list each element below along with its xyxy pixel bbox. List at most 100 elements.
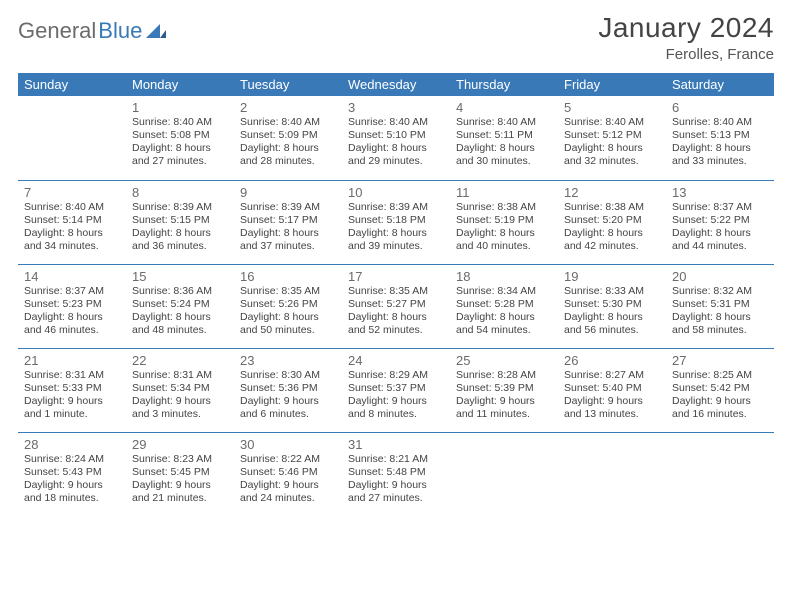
calendar-day-cell: 19Sunrise: 8:33 AMSunset: 5:30 PMDayligh… — [558, 264, 666, 348]
day-info: Sunrise: 8:21 AMSunset: 5:48 PMDaylight:… — [348, 453, 444, 506]
day-info: Sunrise: 8:40 AMSunset: 5:08 PMDaylight:… — [132, 116, 228, 169]
day-info: Sunrise: 8:39 AMSunset: 5:17 PMDaylight:… — [240, 201, 336, 254]
calendar-empty-cell — [450, 432, 558, 516]
calendar-day-cell: 22Sunrise: 8:31 AMSunset: 5:34 PMDayligh… — [126, 348, 234, 432]
title-block: January 2024 Ferolles, France — [598, 12, 774, 63]
day-info: Sunrise: 8:39 AMSunset: 5:18 PMDaylight:… — [348, 201, 444, 254]
day-info: Sunrise: 8:31 AMSunset: 5:33 PMDaylight:… — [24, 369, 120, 422]
day-info: Sunrise: 8:28 AMSunset: 5:39 PMDaylight:… — [456, 369, 552, 422]
calendar-day-cell: 1Sunrise: 8:40 AMSunset: 5:08 PMDaylight… — [126, 96, 234, 180]
calendar-day-cell: 18Sunrise: 8:34 AMSunset: 5:28 PMDayligh… — [450, 264, 558, 348]
day-number: 16 — [240, 269, 336, 284]
weekday-header: Saturday — [666, 73, 774, 96]
calendar-week-row: 1Sunrise: 8:40 AMSunset: 5:08 PMDaylight… — [18, 96, 774, 180]
weekday-header: Thursday — [450, 73, 558, 96]
calendar-day-cell: 29Sunrise: 8:23 AMSunset: 5:45 PMDayligh… — [126, 432, 234, 516]
day-number: 4 — [456, 100, 552, 115]
calendar-day-cell: 9Sunrise: 8:39 AMSunset: 5:17 PMDaylight… — [234, 180, 342, 264]
day-number: 21 — [24, 353, 120, 368]
calendar-day-cell: 31Sunrise: 8:21 AMSunset: 5:48 PMDayligh… — [342, 432, 450, 516]
day-number: 20 — [672, 269, 768, 284]
day-number: 30 — [240, 437, 336, 452]
calendar-page: GeneralBlue January 2024 Ferolles, Franc… — [0, 0, 792, 612]
calendar-day-cell: 15Sunrise: 8:36 AMSunset: 5:24 PMDayligh… — [126, 264, 234, 348]
day-number: 25 — [456, 353, 552, 368]
day-number: 3 — [348, 100, 444, 115]
calendar-day-cell: 27Sunrise: 8:25 AMSunset: 5:42 PMDayligh… — [666, 348, 774, 432]
day-info: Sunrise: 8:25 AMSunset: 5:42 PMDaylight:… — [672, 369, 768, 422]
day-info: Sunrise: 8:40 AMSunset: 5:09 PMDaylight:… — [240, 116, 336, 169]
calendar-day-cell: 3Sunrise: 8:40 AMSunset: 5:10 PMDaylight… — [342, 96, 450, 180]
day-info: Sunrise: 8:34 AMSunset: 5:28 PMDaylight:… — [456, 285, 552, 338]
day-info: Sunrise: 8:32 AMSunset: 5:31 PMDaylight:… — [672, 285, 768, 338]
day-info: Sunrise: 8:31 AMSunset: 5:34 PMDaylight:… — [132, 369, 228, 422]
day-number: 19 — [564, 269, 660, 284]
day-info: Sunrise: 8:23 AMSunset: 5:45 PMDaylight:… — [132, 453, 228, 506]
day-number: 26 — [564, 353, 660, 368]
calendar-day-cell: 5Sunrise: 8:40 AMSunset: 5:12 PMDaylight… — [558, 96, 666, 180]
calendar-day-cell: 8Sunrise: 8:39 AMSunset: 5:15 PMDaylight… — [126, 180, 234, 264]
weekday-header: Monday — [126, 73, 234, 96]
calendar-week-row: 7Sunrise: 8:40 AMSunset: 5:14 PMDaylight… — [18, 180, 774, 264]
day-info: Sunrise: 8:35 AMSunset: 5:27 PMDaylight:… — [348, 285, 444, 338]
day-info: Sunrise: 8:22 AMSunset: 5:46 PMDaylight:… — [240, 453, 336, 506]
day-number: 22 — [132, 353, 228, 368]
day-info: Sunrise: 8:40 AMSunset: 5:10 PMDaylight:… — [348, 116, 444, 169]
calendar-empty-cell — [558, 432, 666, 516]
day-info: Sunrise: 8:40 AMSunset: 5:14 PMDaylight:… — [24, 201, 120, 254]
calendar-day-cell: 4Sunrise: 8:40 AMSunset: 5:11 PMDaylight… — [450, 96, 558, 180]
calendar-week-row: 21Sunrise: 8:31 AMSunset: 5:33 PMDayligh… — [18, 348, 774, 432]
calendar-day-cell: 16Sunrise: 8:35 AMSunset: 5:26 PMDayligh… — [234, 264, 342, 348]
weekday-header: Sunday — [18, 73, 126, 96]
calendar-week-row: 14Sunrise: 8:37 AMSunset: 5:23 PMDayligh… — [18, 264, 774, 348]
calendar-empty-cell — [666, 432, 774, 516]
day-number: 17 — [348, 269, 444, 284]
day-info: Sunrise: 8:24 AMSunset: 5:43 PMDaylight:… — [24, 453, 120, 506]
day-number: 7 — [24, 185, 120, 200]
weekday-header: Tuesday — [234, 73, 342, 96]
brand-logo: GeneralBlue — [18, 12, 166, 44]
calendar-day-cell: 24Sunrise: 8:29 AMSunset: 5:37 PMDayligh… — [342, 348, 450, 432]
calendar-day-cell: 21Sunrise: 8:31 AMSunset: 5:33 PMDayligh… — [18, 348, 126, 432]
brand-part1: General — [18, 18, 96, 44]
calendar-day-cell: 12Sunrise: 8:38 AMSunset: 5:20 PMDayligh… — [558, 180, 666, 264]
day-info: Sunrise: 8:38 AMSunset: 5:19 PMDaylight:… — [456, 201, 552, 254]
day-number: 18 — [456, 269, 552, 284]
day-number: 27 — [672, 353, 768, 368]
brand-part2: Blue — [98, 18, 142, 44]
calendar-day-cell: 17Sunrise: 8:35 AMSunset: 5:27 PMDayligh… — [342, 264, 450, 348]
calendar-day-cell: 30Sunrise: 8:22 AMSunset: 5:46 PMDayligh… — [234, 432, 342, 516]
day-number: 5 — [564, 100, 660, 115]
day-number: 8 — [132, 185, 228, 200]
day-info: Sunrise: 8:37 AMSunset: 5:23 PMDaylight:… — [24, 285, 120, 338]
day-number: 23 — [240, 353, 336, 368]
calendar-day-cell: 2Sunrise: 8:40 AMSunset: 5:09 PMDaylight… — [234, 96, 342, 180]
day-info: Sunrise: 8:38 AMSunset: 5:20 PMDaylight:… — [564, 201, 660, 254]
day-number: 29 — [132, 437, 228, 452]
weekday-header: Friday — [558, 73, 666, 96]
day-number: 6 — [672, 100, 768, 115]
day-info: Sunrise: 8:40 AMSunset: 5:13 PMDaylight:… — [672, 116, 768, 169]
calendar-week-row: 28Sunrise: 8:24 AMSunset: 5:43 PMDayligh… — [18, 432, 774, 516]
day-number: 11 — [456, 185, 552, 200]
day-number: 12 — [564, 185, 660, 200]
calendar-day-cell: 10Sunrise: 8:39 AMSunset: 5:18 PMDayligh… — [342, 180, 450, 264]
day-info: Sunrise: 8:36 AMSunset: 5:24 PMDaylight:… — [132, 285, 228, 338]
calendar-table: SundayMondayTuesdayWednesdayThursdayFrid… — [18, 73, 774, 516]
day-info: Sunrise: 8:40 AMSunset: 5:11 PMDaylight:… — [456, 116, 552, 169]
calendar-day-cell: 14Sunrise: 8:37 AMSunset: 5:23 PMDayligh… — [18, 264, 126, 348]
day-number: 14 — [24, 269, 120, 284]
day-info: Sunrise: 8:30 AMSunset: 5:36 PMDaylight:… — [240, 369, 336, 422]
day-number: 1 — [132, 100, 228, 115]
day-info: Sunrise: 8:37 AMSunset: 5:22 PMDaylight:… — [672, 201, 768, 254]
day-info: Sunrise: 8:35 AMSunset: 5:26 PMDaylight:… — [240, 285, 336, 338]
weekday-header: Wednesday — [342, 73, 450, 96]
calendar-day-cell: 7Sunrise: 8:40 AMSunset: 5:14 PMDaylight… — [18, 180, 126, 264]
calendar-empty-cell — [18, 96, 126, 180]
day-info: Sunrise: 8:27 AMSunset: 5:40 PMDaylight:… — [564, 369, 660, 422]
calendar-day-cell: 6Sunrise: 8:40 AMSunset: 5:13 PMDaylight… — [666, 96, 774, 180]
day-number: 15 — [132, 269, 228, 284]
page-title: January 2024 — [598, 12, 774, 44]
day-number: 24 — [348, 353, 444, 368]
calendar-day-cell: 28Sunrise: 8:24 AMSunset: 5:43 PMDayligh… — [18, 432, 126, 516]
